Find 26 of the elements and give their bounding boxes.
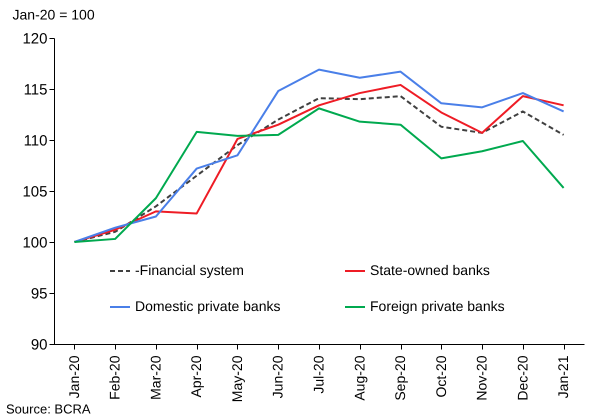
y-tick-label: 100 (22, 234, 48, 252)
y-tick-label: 95 (30, 286, 48, 302)
legend-label: Domestic private banks (135, 298, 281, 314)
legend-label: Foreign private banks (370, 298, 505, 314)
legend-label: State-owned banks (370, 262, 490, 278)
x-tick-label: Jan-20 (66, 355, 82, 398)
x-tick-label: Oct-20 (432, 355, 449, 398)
x-tick-label: Feb-20 (106, 355, 123, 400)
x-tick-label: Sep-20 (392, 355, 408, 401)
x-tick-label: Jul-20 (310, 355, 326, 394)
x-tick-label: Aug-20 (351, 355, 368, 401)
x-tick-label: May-20 (228, 355, 245, 402)
y-tick-label: 115 (24, 82, 48, 98)
x-tick-label: Apr-20 (188, 355, 204, 398)
x-tick-label: Jan-21 (555, 355, 572, 398)
legend-label: -Financial system (135, 262, 244, 278)
source-note: Source: BCRA (6, 402, 91, 417)
x-tick-label: Jun-20 (270, 355, 286, 398)
y-tick-label: 120 (22, 30, 48, 48)
y-tick-label: 90 (30, 336, 48, 354)
x-tick-label: Mar-20 (147, 355, 164, 400)
x-tick-label: Dec-20 (514, 355, 530, 401)
y-axis-title: Jan-20 = 100 (12, 6, 95, 22)
x-tick-label: Nov-20 (474, 355, 490, 401)
y-tick-label: 105 (22, 184, 48, 200)
y-tick-label: 110 (24, 132, 48, 150)
